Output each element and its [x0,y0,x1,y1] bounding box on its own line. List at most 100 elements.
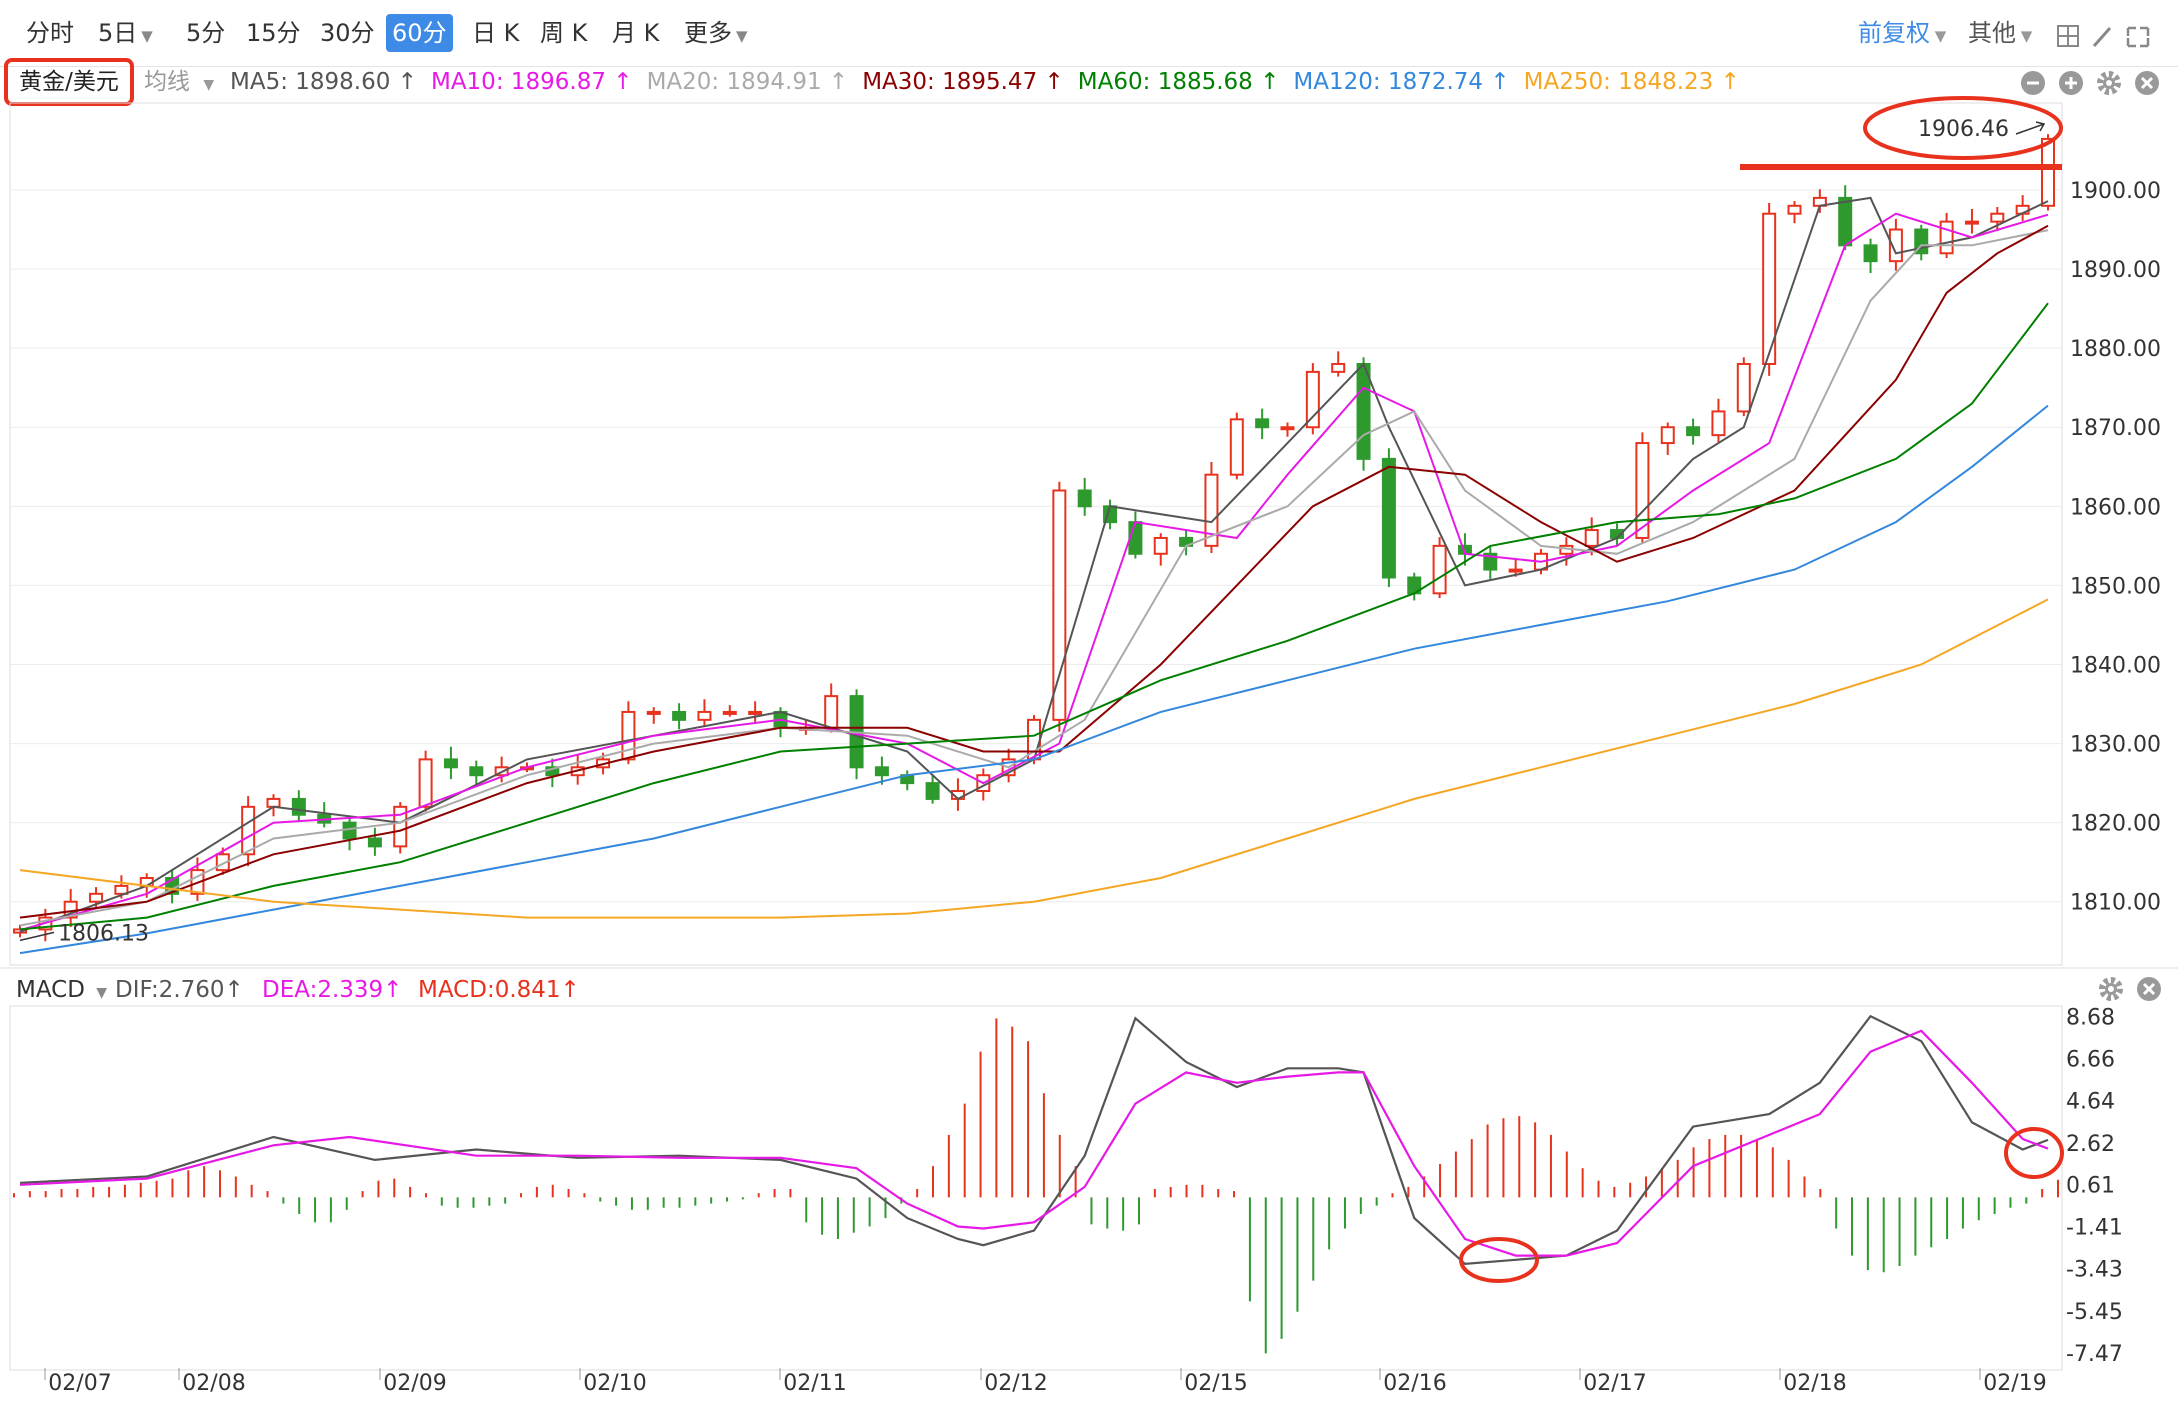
ma-label-6: MA250: 1848.23 ↑ [1523,69,1740,95]
y-tick-label: 1890.00 [2070,258,2161,283]
period-tab-5[interactable]: 60分 [386,14,453,52]
max-price-circle [1863,96,2063,160]
macd-y-tick-label: 0.61 [2066,1174,2115,1199]
candle-body [266,797,281,808]
macd-y-tick-label: -5.45 [2066,1300,2123,1325]
period-tab-6[interactable]: 日 K [472,19,520,47]
period-tab-8[interactable]: 月 K [612,19,660,47]
y-tick-label: 1850.00 [2070,574,2161,599]
other-select[interactable]: 其他 ▼ [1968,14,2032,52]
y-tick-label: 1880.00 [2070,337,2161,362]
x-tick-label: 02/18 [1783,1371,1846,1396]
candle-body [2041,137,2055,207]
ma-line-ma20 [19,229,2049,927]
period-tab-0[interactable]: 分时 [26,19,74,47]
ma-label-1: MA10: 1896.87 ↑ [430,69,633,95]
candle-body [1711,410,1726,437]
period-tab-3[interactable]: 15分 [246,19,301,47]
period-tab-4[interactable]: 30分 [320,19,375,47]
ma-line-ma5 [19,196,2049,933]
candle-body [1838,196,1853,247]
draw-icon[interactable] [2092,27,2112,47]
macd-indicator-select[interactable]: MACD ▼ [16,974,107,1006]
x-tick-label: 02/08 [182,1371,245,1396]
ma-label-5: MA120: 1872.74 ↑ [1293,69,1510,95]
candle-body [469,766,484,777]
period-tab-2[interactable]: 5分 [186,19,226,47]
gear-icon[interactable] [2097,71,2121,95]
candle-body [443,758,458,769]
candle-body [393,805,408,848]
candle-body [1204,473,1219,547]
y-tick-label: 1820.00 [2070,812,2161,837]
period-tab-7[interactable]: 周 K [540,19,588,47]
candle-body [1331,362,1346,373]
ma-label-3: MA30: 1895.47 ↑ [862,69,1064,95]
main-plot-frame [9,102,2063,966]
candle-body [1584,529,1599,547]
candle-body [621,710,636,761]
candle-body [1255,418,1270,429]
ma-line-ma10 [19,212,2049,932]
macd-dif-label: DIF:2.760↑ [115,977,244,1003]
candle-body [646,710,661,715]
fullscreen-icon[interactable] [2126,26,2150,48]
y-tick-label: 1840.00 [2070,653,2161,678]
plus-icon[interactable] [2059,71,2083,95]
minus-icon[interactable] [2021,71,2045,95]
candle-body [748,710,763,715]
max-price-label: 1906.46 [1918,117,2009,142]
candle-body [1990,212,2005,223]
macd-name-label: MACD [16,977,85,1003]
grid-icon[interactable] [2057,25,2079,47]
candle-body [1660,426,1675,445]
candle-body [367,837,382,848]
candle-body [1863,244,1878,263]
max-price-arrow [2015,121,2046,135]
gear-teeth [2097,71,2121,95]
y-tick-label: 1870.00 [2070,416,2161,441]
candle-body [241,805,256,856]
symbol-button[interactable]: 黄金/美元 [4,58,134,106]
close-icon[interactable] [2135,71,2159,95]
candle-body [1964,220,1979,225]
x-tick-label: 02/15 [1184,1371,1247,1396]
ctl-stroke [2142,982,2156,996]
indicator-select[interactable]: 均线 ▼ [144,66,214,98]
ma-label-0: MA5: 1898.60 ↑ [230,69,417,95]
candle-body [824,695,839,729]
golden-cross-circle [1459,1237,1539,1283]
candle-body [1432,544,1447,595]
chevron-down-icon: ▼ [141,27,153,45]
close-icon[interactable] [2137,977,2161,1001]
candle-body [1052,489,1067,721]
ma-legend-bar: 均线 ▼ MA5: 1898.60 ↑ MA10: 1896.87 ↑ MA20: … [0,62,2178,102]
macd-y-tick-label: 2.62 [2066,1132,2115,1157]
period-tab-1[interactable]: 5日 ▼ [98,19,153,47]
candle-body [722,710,737,715]
macd-dea-label: DEA:2.339↑ [262,977,403,1003]
ma-label-4: MA60: 1885.68 ↑ [1077,69,1280,95]
pen-body [2092,27,2112,47]
candle-body [1280,426,1295,431]
period-toolbar: 分时 5日 ▼ 5分 15分 30分 60分日 K 周 K 月 K 更多 ▼ 前复权 ▼ 其他 ▼ [0,0,2178,67]
period-tab-9[interactable]: 更多 ▼ [684,19,748,47]
other-select-label: 其他 [1968,19,2016,47]
y-tick-label: 1860.00 [2070,495,2161,520]
candle-body [1762,212,1777,365]
x-tick-label: 02/19 [1983,1371,2046,1396]
ma-line-ma250 [19,598,2049,919]
macd-y-tick-label: 6.66 [2066,1048,2115,1073]
y-tick-label: 1830.00 [2070,733,2161,758]
macd-y-tick-label: -1.41 [2066,1216,2123,1241]
x-tick-label: 02/07 [48,1371,111,1396]
gear-icon[interactable] [2099,977,2123,1001]
candle-body [1077,489,1092,508]
latest-cross-circle [2004,1127,2064,1179]
candle-body [1356,362,1371,460]
macd-line-dea [19,1029,2049,1257]
adjust-select[interactable]: 前复权 ▼ [1858,14,1946,52]
macd-y-tick-label: -7.47 [2066,1342,2123,1367]
indicator-label: 均线 [144,69,190,95]
